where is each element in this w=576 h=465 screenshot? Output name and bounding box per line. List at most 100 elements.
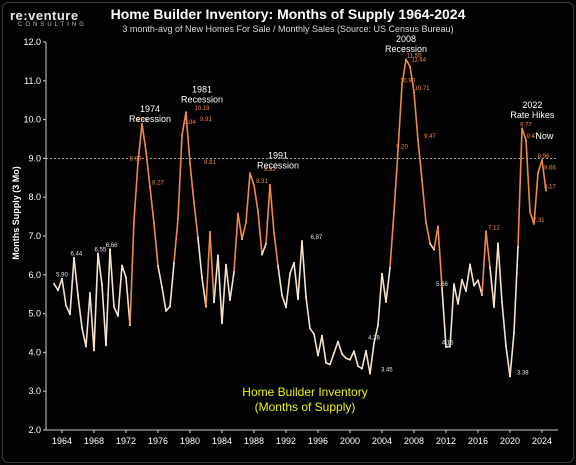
series-segment [397,83,403,152]
series-point [225,263,227,266]
series-point [453,283,455,286]
series-point [221,322,223,325]
series-point [401,83,403,86]
series-point [409,65,411,68]
series-point [345,357,347,360]
series-point [417,139,419,142]
series-segment [253,184,259,212]
series-segment [305,296,311,330]
series-point [209,230,211,233]
series-point [197,237,199,239]
data-label: 6.87 [311,235,323,241]
x-tick-label: 2020 [500,436,520,446]
series-segment [53,282,59,292]
series-segment [529,211,535,225]
series-segment [317,334,323,357]
series-segment [149,186,155,225]
series-point [393,211,395,213]
data-label: 3.45 [381,368,393,374]
series-segment [289,261,295,275]
x-tick-label: 2008 [404,436,424,446]
series-point [529,211,531,213]
series-point [53,282,55,285]
y-tick-label: 9.0 [28,153,41,163]
series-segment [193,201,199,239]
data-label: 4.15 [442,341,454,347]
series-point [189,162,191,165]
series-segment [377,272,383,327]
series-segment [69,256,75,316]
series-point [105,344,107,347]
series-point [73,256,75,259]
series-point [313,333,315,336]
data-label: 9.91 [200,117,212,123]
annotation-layer: 1974Recession1981Recession1991Recession2… [129,34,555,170]
series-point [365,349,367,352]
series-segment [417,139,423,181]
series-segment [313,333,319,357]
series-point [113,306,115,308]
series-point [293,261,295,264]
series-point [377,324,379,327]
series-segment [453,283,459,305]
series-point [165,309,167,312]
series-segment [137,123,143,164]
series-segment [521,127,527,141]
series-point [257,210,259,213]
data-label-layer: 5.90 6.44 6.556.66 8.90 9.89 8.27 9.84 10.19 9.9… [56,53,556,376]
series-point [161,286,163,289]
inset-label-line-2: (Months of Supply) [254,400,356,414]
series-segment [373,324,379,344]
series-segment [181,111,187,136]
series-point [461,278,463,281]
series-point [233,271,235,273]
series-point [301,240,303,242]
series-point [369,372,371,375]
series-segment [129,220,135,327]
series-point [137,161,139,164]
series-segment [389,211,395,269]
series-point [381,272,383,275]
series-segment [485,230,491,269]
series-point [129,324,131,327]
chart-title: Home Builder Inventory: Months of Supply… [110,6,466,22]
y-tick-label: 10.0 [23,115,41,125]
series-segment [537,159,543,174]
series-point [473,284,475,287]
series-segment [437,225,443,289]
series-segment [117,264,123,317]
series-segment [329,352,335,366]
x-tick-label: 1980 [180,436,200,446]
series-segment [517,127,523,248]
series-segment [321,334,327,364]
series-segment [441,287,447,348]
data-label: 6.55 [95,247,107,253]
series-segment [469,263,475,287]
series-segment [401,58,407,86]
series-point [493,306,495,308]
x-tick-label: 1976 [148,436,168,446]
series-point [77,294,79,297]
series-layer [53,58,547,378]
series-point [517,245,519,248]
series-segment [533,172,539,225]
annotation-text: 1991 [268,150,288,160]
series-segment [125,276,131,327]
series-point [505,345,507,348]
series-segment [197,237,203,279]
series-point [153,222,155,225]
data-label: 9.77 [520,123,532,129]
inset-label: Home Builder Inventory (Months of Supply… [230,385,380,415]
data-label: 10.90 [400,79,416,85]
series-segment [369,342,375,375]
series-point [205,305,207,308]
series-segment [89,292,95,352]
series-point [101,283,103,286]
series-segment [513,246,519,334]
series-point [145,150,147,153]
series-segment [333,340,339,354]
series-point [385,301,387,303]
series-segment [505,345,511,378]
series-point [349,358,351,361]
series-segment [233,212,239,273]
